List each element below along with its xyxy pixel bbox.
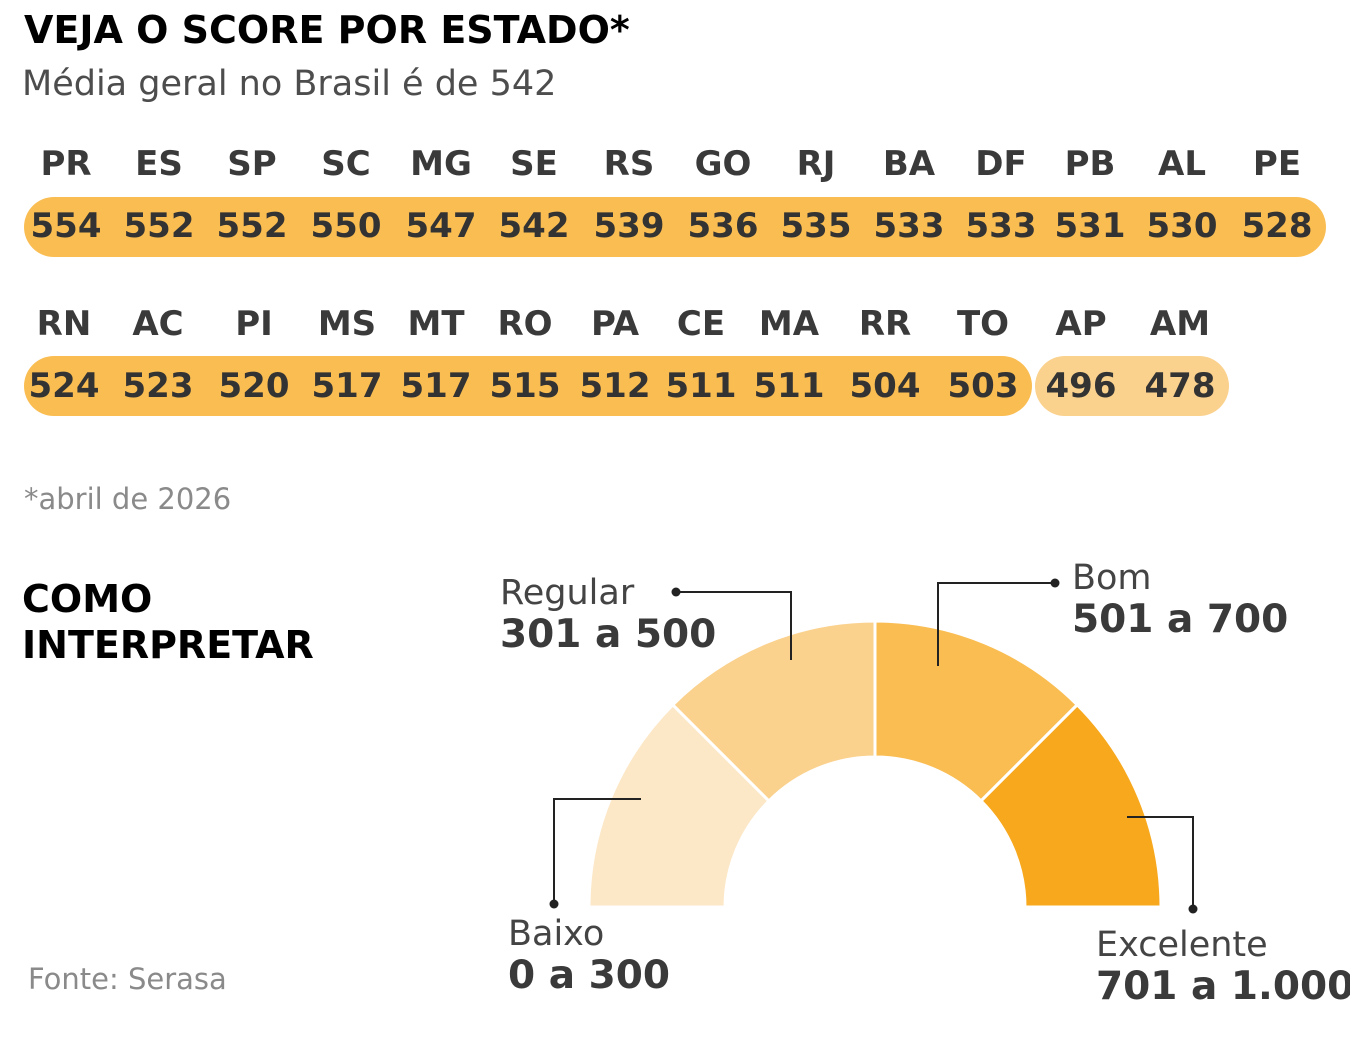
state-score-rn: 524 — [28, 366, 100, 406]
leader-line-baixo — [553, 798, 641, 904]
score-band-pill-bom — [24, 356, 1032, 416]
band-name: Baixo — [508, 914, 605, 954]
state-code-sp: SP — [227, 144, 277, 184]
section-title: COMO INTERPRETAR — [22, 576, 314, 668]
state-code-pi: PI — [235, 304, 273, 344]
state-code-ce: CE — [676, 304, 726, 344]
state-code-go: GO — [694, 144, 752, 184]
footnote: *abril de 2026 — [24, 482, 232, 516]
state-code-pb: PB — [1064, 144, 1116, 184]
band-label-regular: Regular 301 a 500 — [500, 573, 716, 658]
state-score-es: 552 — [123, 206, 195, 246]
section-title-line-1: COMO — [22, 577, 153, 621]
state-score-se: 542 — [498, 206, 570, 246]
state-score-ce: 511 — [665, 366, 737, 406]
state-code-pe: PE — [1252, 144, 1302, 184]
state-score-ba: 533 — [873, 206, 945, 246]
state-score-mg: 547 — [405, 206, 477, 246]
score-band-pill-bom — [24, 197, 1326, 257]
state-code-mg: MG — [410, 144, 472, 184]
band-label-bom: Bom 501 a 700 — [1072, 558, 1288, 643]
state-score-pa: 512 — [579, 366, 651, 406]
state-score-pb: 531 — [1054, 206, 1126, 246]
state-code-se: SE — [510, 144, 558, 184]
section-title-line-2: INTERPRETAR — [22, 623, 314, 667]
band-name: Excelente — [1096, 925, 1268, 965]
leader-line-excelente — [1127, 816, 1194, 909]
chart-title: VEJA O SCORE POR ESTADO* — [24, 8, 630, 52]
state-code-rn: RN — [36, 304, 92, 344]
state-code-ms: MS — [317, 304, 377, 344]
state-code-rr: RR — [858, 304, 912, 344]
state-score-pe: 528 — [1241, 206, 1313, 246]
state-code-ma: MA — [758, 304, 820, 344]
state-score-go: 536 — [687, 206, 759, 246]
band-range: 701 a 1.000 — [1096, 964, 1350, 1010]
leader-line-regular — [676, 591, 792, 660]
state-code-ro: RO — [497, 304, 553, 344]
band-range: 501 a 700 — [1072, 597, 1289, 643]
state-score-mt: 517 — [400, 366, 472, 406]
source: Fonte: Serasa — [28, 962, 227, 996]
band-label-excelente: Excelente 701 a 1.000 — [1096, 925, 1350, 1010]
state-score-rj: 535 — [780, 206, 852, 246]
state-code-ap: AP — [1055, 304, 1107, 344]
band-name: Regular — [500, 573, 635, 613]
band-range: 301 a 500 — [500, 612, 717, 658]
state-score-sp: 552 — [216, 206, 288, 246]
state-score-df: 533 — [965, 206, 1037, 246]
state-code-rs: RS — [603, 144, 655, 184]
leader-dot-regular — [671, 587, 681, 597]
state-code-am: AM — [1149, 304, 1211, 344]
state-code-ac: AC — [132, 304, 184, 344]
state-score-ms: 517 — [311, 366, 383, 406]
score-band-pill-regular — [1035, 356, 1229, 416]
state-code-to: TO — [956, 304, 1010, 344]
state-score-sc: 550 — [310, 206, 382, 246]
state-score-pi: 520 — [218, 366, 290, 406]
state-code-mt: MT — [407, 304, 465, 344]
leader-dot-baixo — [549, 899, 559, 909]
state-code-pr: PR — [40, 144, 92, 184]
state-code-sc: SC — [321, 144, 371, 184]
state-score-pr: 554 — [30, 206, 102, 246]
state-score-al: 530 — [1146, 206, 1218, 246]
state-score-ac: 523 — [122, 366, 194, 406]
state-score-rr: 504 — [849, 366, 921, 406]
leader-dot-bom — [1050, 578, 1060, 588]
band-name: Bom — [1072, 558, 1152, 598]
state-score-rs: 539 — [593, 206, 665, 246]
state-score-to: 503 — [947, 366, 1019, 406]
band-range: 0 a 300 — [508, 953, 671, 999]
state-code-al: AL — [1158, 144, 1206, 184]
leader-dot-excelente — [1188, 904, 1198, 914]
state-code-ba: BA — [882, 144, 936, 184]
leader-line-bom — [937, 582, 1055, 666]
gauge-segment-excelente — [978, 702, 1163, 909]
state-code-df: DF — [975, 144, 1027, 184]
chart-subtitle: Média geral no Brasil é de 542 — [22, 64, 557, 104]
state-code-rj: RJ — [796, 144, 836, 184]
state-score-ap: 496 — [1045, 366, 1117, 406]
state-code-es: ES — [135, 144, 183, 184]
band-label-baixo: Baixo 0 a 300 — [508, 914, 670, 999]
state-score-ma: 511 — [753, 366, 825, 406]
state-score-ro: 515 — [489, 366, 561, 406]
state-code-pa: PA — [590, 304, 640, 344]
state-score-am: 478 — [1144, 366, 1216, 406]
